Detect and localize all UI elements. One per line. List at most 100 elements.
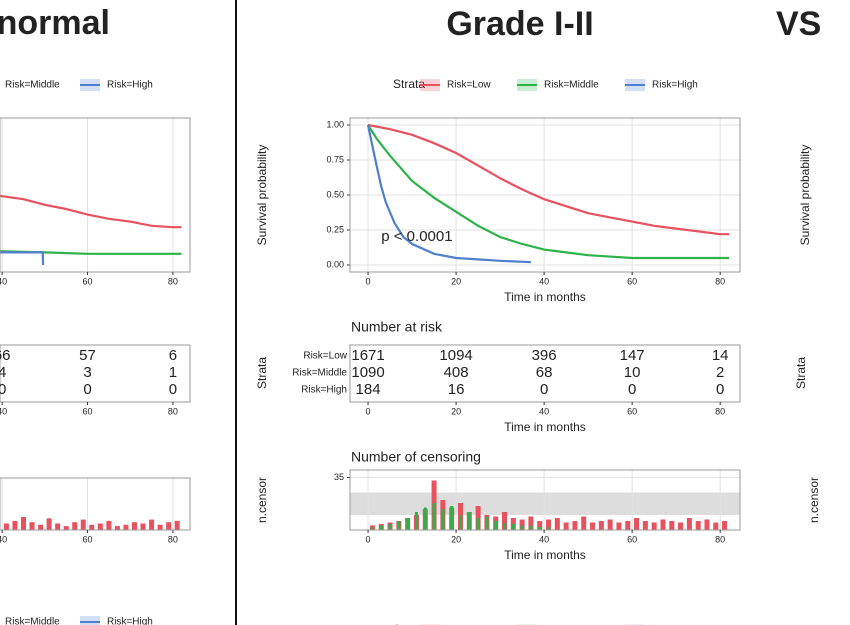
- panel-table: Strata: [794, 357, 808, 389]
- censor-bar: [29, 522, 35, 530]
- censor-bar: [89, 524, 95, 530]
- x-tick-label: 80: [168, 276, 178, 286]
- plot-bg: [0, 118, 190, 272]
- p-value: p < 0.0001: [381, 228, 452, 245]
- panel-line: VS Survival probability: [776, 5, 821, 245]
- risk-count: 1671: [351, 347, 384, 364]
- censor-bar: [467, 512, 471, 530]
- censor-bar: [547, 527, 551, 530]
- row-label: Risk=High: [301, 385, 347, 396]
- risk-count: 1090: [351, 364, 384, 381]
- risk-count: 4: [0, 364, 6, 381]
- censor-bar: [379, 525, 383, 530]
- censor-bar: [503, 522, 507, 530]
- censor-bar: [157, 524, 163, 530]
- x-tick-label: 40: [539, 534, 549, 544]
- censor-bar: [704, 519, 710, 530]
- panel-bar: Number of censoring n.censor 35 0 20 40 60 80 Ti…: [255, 449, 741, 562]
- panel-line: normalRisk=LowRisk=MiddleRisk=High406080…: [0, 4, 191, 286]
- risk-count: 3: [83, 364, 91, 381]
- censor-bar: [722, 521, 728, 530]
- censor-bar: [414, 512, 418, 530]
- y-tick-label: 35: [334, 472, 344, 482]
- censor-bar: [450, 506, 454, 530]
- x-tick-label: 40: [0, 276, 7, 286]
- censor-bar: [625, 521, 631, 530]
- x-tick-label: 60: [627, 276, 637, 286]
- y-tick-label: 0.50: [326, 189, 344, 199]
- row-label: Risk=Low: [303, 351, 347, 362]
- risk-count: 184: [356, 381, 381, 398]
- censor-bar: [538, 527, 542, 530]
- censor-bar: [63, 526, 69, 530]
- x-tick-label: 60: [627, 406, 637, 416]
- risk-count: 1094: [439, 347, 472, 364]
- censor-bar: [20, 517, 26, 530]
- censor-bar: [174, 520, 180, 530]
- panel-line: Grade I-II Survival probability Strata Risk…: [255, 5, 741, 304]
- survival-curve: [367, 123, 729, 236]
- y-tick-label: 0.25: [326, 224, 344, 234]
- panel-table: Number at risk Strata Risk=Low 1671 1094 396 1…: [255, 319, 741, 434]
- legend-title: Strata: [393, 77, 425, 91]
- legend-swatch: [80, 616, 100, 625]
- title: Number at risk: [351, 319, 443, 335]
- y-tick-label: 0.00: [326, 259, 344, 269]
- x-tick-label: 20: [451, 276, 461, 286]
- censor-bar: [686, 518, 692, 530]
- censor-bar: [537, 521, 543, 530]
- y-tick-label: 0.75: [326, 154, 344, 164]
- risk-count: 68: [536, 364, 553, 381]
- row-label: Risk=Middle: [292, 368, 347, 379]
- risk-count: 396: [532, 347, 557, 364]
- risk-count: 10: [624, 364, 641, 381]
- censor-bar: [12, 520, 18, 530]
- censor-bar: [97, 523, 103, 530]
- survival-curve: [0, 251, 45, 266]
- table-frame: [0, 344, 191, 403]
- y-axis-label: Strata: [255, 357, 269, 389]
- censor-bar: [114, 526, 120, 530]
- x-tick-label: 40: [539, 276, 549, 286]
- y-axis-label: Survival probability: [798, 145, 812, 246]
- x-tick-label: 60: [627, 534, 637, 544]
- censor-bar: [131, 522, 137, 530]
- censor-bar: [166, 522, 172, 530]
- censor-bar: [55, 523, 61, 530]
- censor-bar: [388, 524, 392, 530]
- legend-label: Risk=Middle: [5, 80, 60, 91]
- censor-bar: [494, 521, 498, 530]
- censor-bar: [476, 518, 480, 530]
- censor-bar: [80, 519, 86, 530]
- title: Number of censoring: [351, 449, 481, 465]
- x-tick-label: 60: [83, 406, 93, 416]
- risk-count: 66: [0, 347, 10, 364]
- x-tick-label: 80: [168, 406, 178, 416]
- risk-count: 1: [169, 364, 177, 381]
- censor-bar: [581, 516, 587, 530]
- censor-bar: [616, 522, 622, 530]
- legend-label: Risk=High: [107, 617, 153, 625]
- censor-bar: [485, 516, 489, 530]
- x-axis-label: Time in months: [504, 420, 586, 434]
- censor-bar: [520, 525, 524, 530]
- risk-count: 16: [448, 381, 465, 398]
- title: VS: [776, 5, 821, 43]
- title: normal: [0, 4, 110, 42]
- risk-count: 0: [716, 381, 724, 398]
- risk-count: 0: [628, 381, 636, 398]
- censor-bar: [370, 527, 374, 530]
- y-tick-label: 1.00: [326, 119, 344, 129]
- risk-count: 14: [712, 347, 729, 364]
- x-tick-label: 20: [451, 406, 461, 416]
- legend-title: Strata: [393, 622, 425, 625]
- censor-bar: [106, 520, 112, 530]
- censor-bar: [511, 524, 515, 530]
- survival-curve: [0, 194, 182, 229]
- x-axis-label: Time in months: [504, 548, 586, 562]
- risk-count: 0: [0, 381, 6, 398]
- y-axis-label: n.censor: [255, 477, 269, 523]
- x-tick-label: 80: [168, 534, 178, 544]
- censor-bar: [423, 507, 427, 530]
- risk-count: 147: [620, 347, 645, 364]
